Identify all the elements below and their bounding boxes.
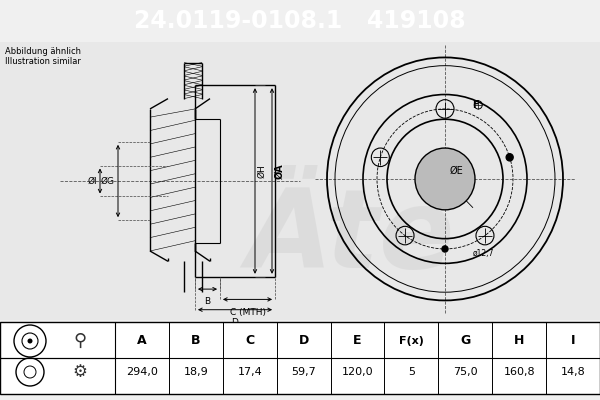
Circle shape (28, 338, 32, 344)
Text: D: D (232, 318, 238, 327)
Text: A: A (137, 334, 147, 348)
Text: F: F (472, 100, 479, 110)
Text: 17,4: 17,4 (238, 367, 262, 377)
Text: Illustration similar: Illustration similar (5, 58, 81, 66)
Text: ø12,7: ø12,7 (473, 249, 494, 258)
Text: 14,8: 14,8 (560, 367, 586, 377)
Text: 18,9: 18,9 (184, 367, 208, 377)
Text: H: H (514, 334, 524, 348)
Text: Äte: Äte (246, 184, 454, 291)
Text: ØA: ØA (275, 163, 285, 178)
Text: ØG: ØG (101, 176, 115, 186)
Circle shape (415, 148, 475, 210)
Text: 120,0: 120,0 (341, 367, 373, 377)
Text: ØH: ØH (257, 164, 266, 178)
Text: B: B (191, 334, 200, 348)
Text: ØE: ØE (450, 166, 464, 176)
Text: ØI: ØI (87, 176, 97, 186)
Text: F(x): F(x) (399, 336, 424, 346)
Text: 75,0: 75,0 (453, 367, 478, 377)
Text: 294,0: 294,0 (126, 367, 158, 377)
Circle shape (506, 154, 513, 161)
Text: G: G (460, 334, 470, 348)
Text: D: D (298, 334, 309, 348)
Text: 24.0119-0108.1   419108: 24.0119-0108.1 419108 (134, 9, 466, 33)
Text: Abbildung ähnlich: Abbildung ähnlich (5, 47, 81, 56)
Text: 59,7: 59,7 (291, 367, 316, 377)
Text: I: I (571, 334, 575, 348)
Text: ⚙: ⚙ (73, 363, 88, 381)
Text: C: C (245, 334, 254, 348)
Circle shape (442, 246, 448, 252)
Text: B: B (205, 297, 211, 306)
Text: E: E (353, 334, 362, 348)
Text: 160,8: 160,8 (503, 367, 535, 377)
Text: 5: 5 (408, 367, 415, 377)
Bar (0, 322, 600, 394)
Text: ⚲: ⚲ (73, 332, 86, 350)
Text: C (MTH): C (MTH) (229, 308, 265, 317)
